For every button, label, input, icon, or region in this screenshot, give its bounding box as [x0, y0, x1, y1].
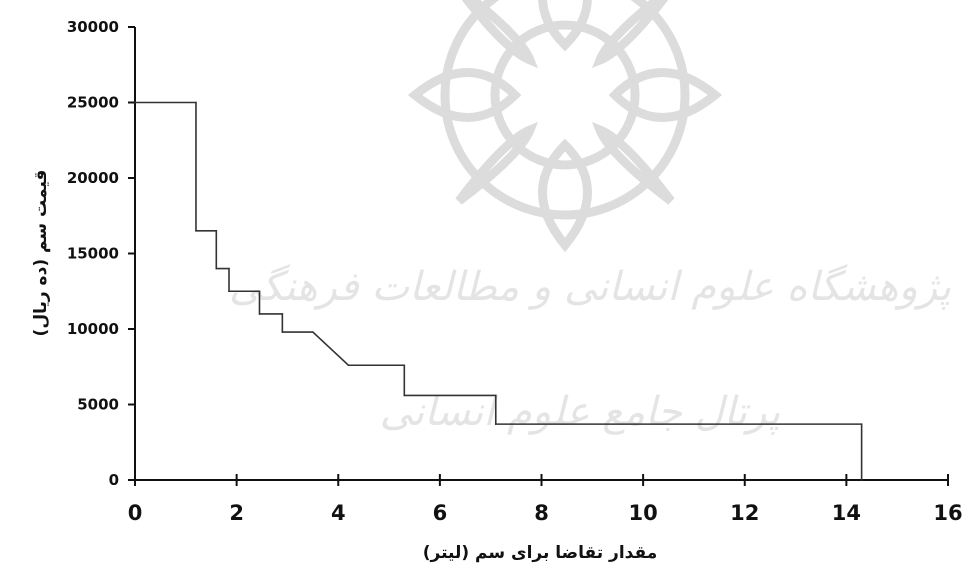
series-point [281, 331, 284, 333]
series-point [281, 313, 284, 315]
rosette-ring-outer [440, 0, 690, 220]
x-tick-label: 4 [331, 501, 346, 525]
x-tick-label: 12 [730, 501, 759, 525]
series-point [195, 101, 197, 104]
series-point [215, 230, 218, 232]
watermark-line-1: پژوهشگاه علوم انسانی و مطالعات فرهنگی [229, 264, 951, 310]
rosette-ring-inner [490, 20, 640, 170]
x-tick-label: 6 [433, 501, 448, 525]
x-tick-label: 8 [534, 501, 549, 525]
x-tick-label: 14 [832, 501, 861, 525]
x-tick-label: 16 [933, 501, 962, 525]
series-point [228, 290, 230, 293]
y-tick-label: 10000 [67, 320, 119, 338]
series-point [215, 267, 218, 270]
series-point [494, 423, 497, 425]
rosette-logo [407, 0, 723, 253]
series-point [403, 394, 406, 397]
y-ticks: 0 5000 10000 15000 20000 25000 30000 [67, 18, 135, 489]
rosette-petals [407, 0, 723, 253]
watermark-logo: پژوهشگاه علوم انسانی و مطالعات فرهنگی پر… [229, 0, 951, 435]
x-axis-title: مقدار تقاضا برای سم (لیتر) [423, 543, 657, 563]
y-tick-label: 0 [109, 471, 119, 489]
x-tick-label: 2 [229, 501, 244, 525]
series-point [258, 290, 261, 293]
series-point [403, 364, 406, 367]
series-point [134, 101, 136, 104]
series-point [258, 313, 261, 315]
series-point [312, 331, 314, 333]
series-point [347, 364, 350, 367]
y-tick-label: 5000 [77, 396, 119, 414]
series-point [860, 423, 863, 425]
series-point [860, 479, 863, 481]
series-point [494, 394, 497, 397]
series-point [228, 267, 230, 270]
series-point [195, 230, 197, 232]
x-ticks: 0 2 4 6 8 10 12 14 16 [128, 474, 963, 525]
watermark-line-2: پرتال جامع علوم انسانی [380, 389, 781, 435]
y-tick-label: 25000 [67, 94, 119, 112]
y-tick-label: 30000 [67, 18, 119, 36]
x-tick-label: 10 [629, 501, 658, 525]
series-group [134, 101, 863, 481]
x-tick-label: 0 [128, 501, 143, 525]
y-tick-label: 20000 [67, 169, 119, 187]
y-tick-label: 15000 [67, 245, 119, 263]
y-axis-title: قیمت سم (ده ریال) [31, 170, 51, 337]
